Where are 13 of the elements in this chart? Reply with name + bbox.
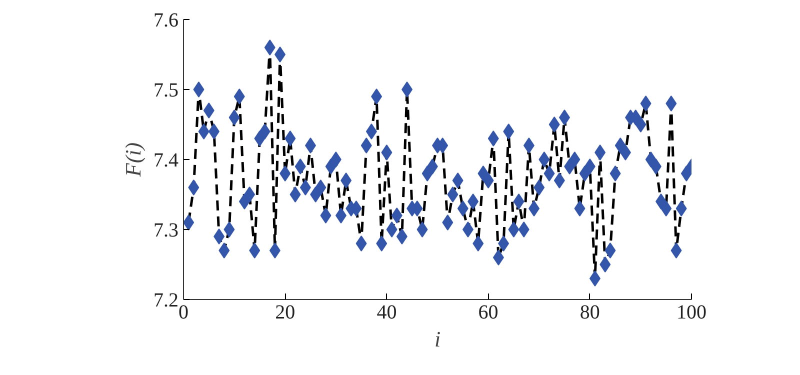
y-tick-label: 7.4 [154,150,178,172]
y-tick-label: 7.3 [154,220,178,242]
x-tick-label: 20 [275,302,296,324]
y-axis-title: F(i) [120,142,146,178]
x-tick-label: 0 [178,302,188,324]
y-tick-label: 7.6 [154,10,178,32]
x-tick-label: 60 [478,302,498,324]
y-tick-label: 7.5 [154,80,178,102]
x-tick-label: 80 [580,302,600,324]
x-axis-title: i [434,326,441,352]
x-tick-label: 100 [676,302,706,324]
y-tick-label: 7.2 [154,290,178,312]
x-tick-label: 40 [376,302,397,324]
